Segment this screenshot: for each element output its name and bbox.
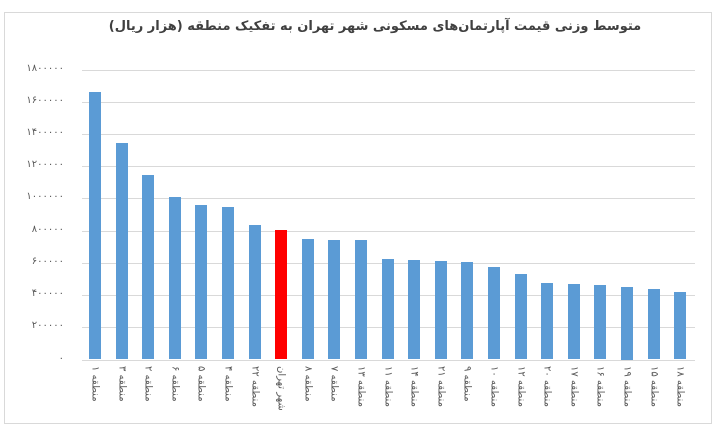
chart-title: متوسط وزنی قیمت آپارتمان‌های مسکونی شهر …	[108, 19, 642, 34]
bar	[301, 239, 314, 360]
y-tick-label: ۱۰۰۰۰۰۰	[26, 191, 64, 202]
gridline	[82, 166, 695, 167]
bar	[408, 259, 421, 360]
gridline	[82, 70, 695, 71]
x-tick-label: منطقه ۱۱	[382, 366, 394, 407]
bar	[594, 285, 607, 360]
bar	[355, 240, 367, 360]
y-tick-label: ۱۴۰۰۰۰۰	[26, 127, 64, 138]
bar	[567, 283, 580, 360]
x-tick-label: شهر تهران	[275, 366, 287, 411]
bar-highlight	[275, 229, 288, 360]
gridline	[82, 134, 695, 135]
bar	[434, 260, 447, 360]
bar	[381, 259, 394, 360]
gridline	[82, 360, 695, 361]
bar	[195, 205, 208, 360]
x-tick-label: منطقه ۲۱	[435, 366, 447, 407]
x-tick-label: منطقه ۱۸	[674, 366, 686, 407]
x-tick-label: منطقه ۲	[142, 366, 154, 402]
x-tick-label: منطقه ۸	[302, 366, 314, 402]
gridline	[82, 198, 695, 199]
x-tick-label: منطقه ۱۵	[648, 366, 660, 407]
y-tick-label: ۲۰۰۰۰۰	[31, 320, 64, 331]
y-tick-label: ۴۰۰۰۰۰	[31, 288, 64, 299]
x-tick-label: منطقه ۷	[328, 366, 340, 402]
y-tick-label: ۸۰۰۰۰۰	[31, 224, 64, 235]
bar	[115, 143, 128, 360]
y-tick-label: ۶۰۰۰۰۰	[31, 256, 64, 267]
bar	[674, 291, 687, 360]
x-tick-label: منطقه ۲۰	[541, 366, 553, 407]
y-tick-label: ۱۸۰۰۰۰۰	[26, 63, 64, 74]
x-tick-label: منطقه ۱	[89, 366, 101, 402]
bar	[89, 92, 101, 360]
bar	[328, 239, 341, 360]
gridline	[82, 231, 695, 232]
x-tick-label: منطقه ۴	[222, 366, 234, 402]
bar	[222, 206, 234, 360]
x-tick-label: منطقه ۱۳	[355, 366, 367, 407]
bar	[142, 175, 155, 360]
bar	[621, 287, 633, 360]
x-tick-label: منطقه ۶	[169, 366, 181, 402]
x-tick-label: منطقه ۹	[461, 366, 473, 402]
x-tick-label: منطقه ۱۴	[408, 366, 420, 407]
x-tick-label: منطقه ۱۰	[488, 366, 500, 407]
x-tick-label: منطقه ۵	[195, 366, 207, 402]
x-tick-label: منطقه ۱۷	[568, 366, 580, 407]
bar	[168, 197, 181, 360]
y-tick-label: ۱۲۰۰۰۰۰	[26, 159, 64, 170]
plot-area: منطقه ۱ منطقه ۳ منطقه ۲ منطقه ۶ منطقه ۵ منطقه…	[82, 0, 695, 429]
bar	[488, 266, 500, 360]
bar	[461, 261, 474, 360]
y-tick-label: ۱۶۰۰۰۰۰	[26, 95, 64, 106]
y-tick-label: ۰	[58, 353, 64, 364]
x-tick-label: منطقه ۱۶	[594, 366, 606, 407]
bar	[541, 282, 554, 360]
x-tick-label: منطقه ۱۲	[515, 366, 527, 407]
bar	[248, 225, 261, 360]
bar	[514, 274, 527, 360]
x-tick-label: منطقه ۱۹	[621, 366, 633, 407]
x-tick-label: منطقه ۳	[116, 366, 128, 402]
gridline	[82, 102, 695, 103]
x-tick-label: منطقه ۲۲	[249, 366, 261, 407]
bar	[647, 289, 660, 360]
